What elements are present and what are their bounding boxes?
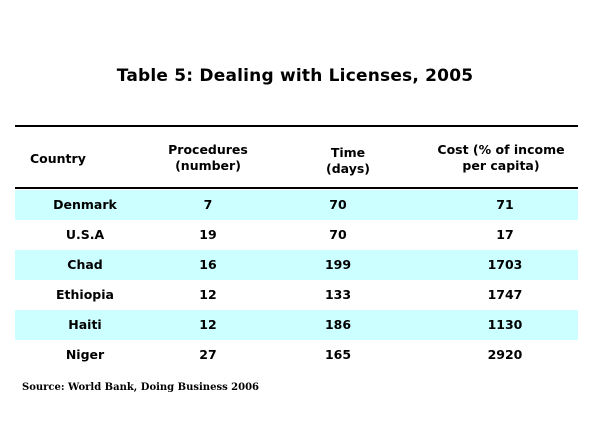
cell-cost: 71 (496, 197, 514, 212)
table-row: Chad 16 199 1703 (15, 250, 578, 280)
cell-procedures: 12 (199, 317, 217, 332)
header-time-line2: (days) (325, 161, 370, 176)
cell-country: Niger (65, 347, 105, 362)
header-country: Country (30, 151, 86, 166)
cell-time: 165 (324, 347, 352, 362)
cell-cost: 2920 (487, 347, 523, 362)
cell-procedures: 7 (203, 197, 213, 212)
header-procedures-line2: (number) (175, 158, 241, 173)
cell-procedures: 16 (199, 257, 217, 272)
cell-country: U.S.A (65, 227, 105, 242)
cell-time: 186 (324, 317, 352, 332)
cell-time: 70 (329, 227, 347, 242)
cell-time: 199 (324, 257, 352, 272)
header-procedures-line1: Procedures (168, 142, 248, 157)
cell-cost: 1130 (487, 317, 523, 332)
cell-procedures: 12 (199, 287, 217, 302)
header-cost-line2: per capita) (462, 158, 540, 173)
header-time: Time (days) (318, 145, 378, 177)
cell-time: 133 (324, 287, 352, 302)
header-cost-line1: Cost (% of income (437, 142, 565, 157)
cell-country: Chad (67, 257, 103, 272)
cell-country: Haiti (68, 317, 102, 332)
cell-procedures: 19 (199, 227, 217, 242)
cell-country: Ethiopia (56, 287, 114, 302)
header-cost: Cost (% of income per capita) (436, 142, 566, 174)
cell-country: Denmark (53, 197, 117, 212)
table-row: Ethiopia 12 133 1747 (15, 280, 578, 310)
cell-cost: 1703 (487, 257, 523, 272)
header-rule (15, 187, 578, 189)
table-row: U.S.A 19 70 17 (15, 220, 578, 250)
table-title: Table 5: Dealing with Licenses, 2005 (116, 66, 474, 86)
header-time-line1: Time (330, 145, 366, 160)
cell-time: 70 (329, 197, 347, 212)
table-row: Denmark 7 70 71 (15, 190, 578, 220)
source-note: Source: World Bank, Doing Business 2006 (22, 382, 260, 393)
table-row: Haiti 12 186 1130 (15, 310, 578, 340)
top-rule (15, 125, 578, 127)
cell-cost: 17 (496, 227, 514, 242)
header-procedures: Procedures (number) (168, 142, 248, 174)
table-row: Niger 27 165 2920 (15, 340, 578, 370)
cell-procedures: 27 (199, 347, 217, 362)
cell-cost: 1747 (487, 287, 523, 302)
